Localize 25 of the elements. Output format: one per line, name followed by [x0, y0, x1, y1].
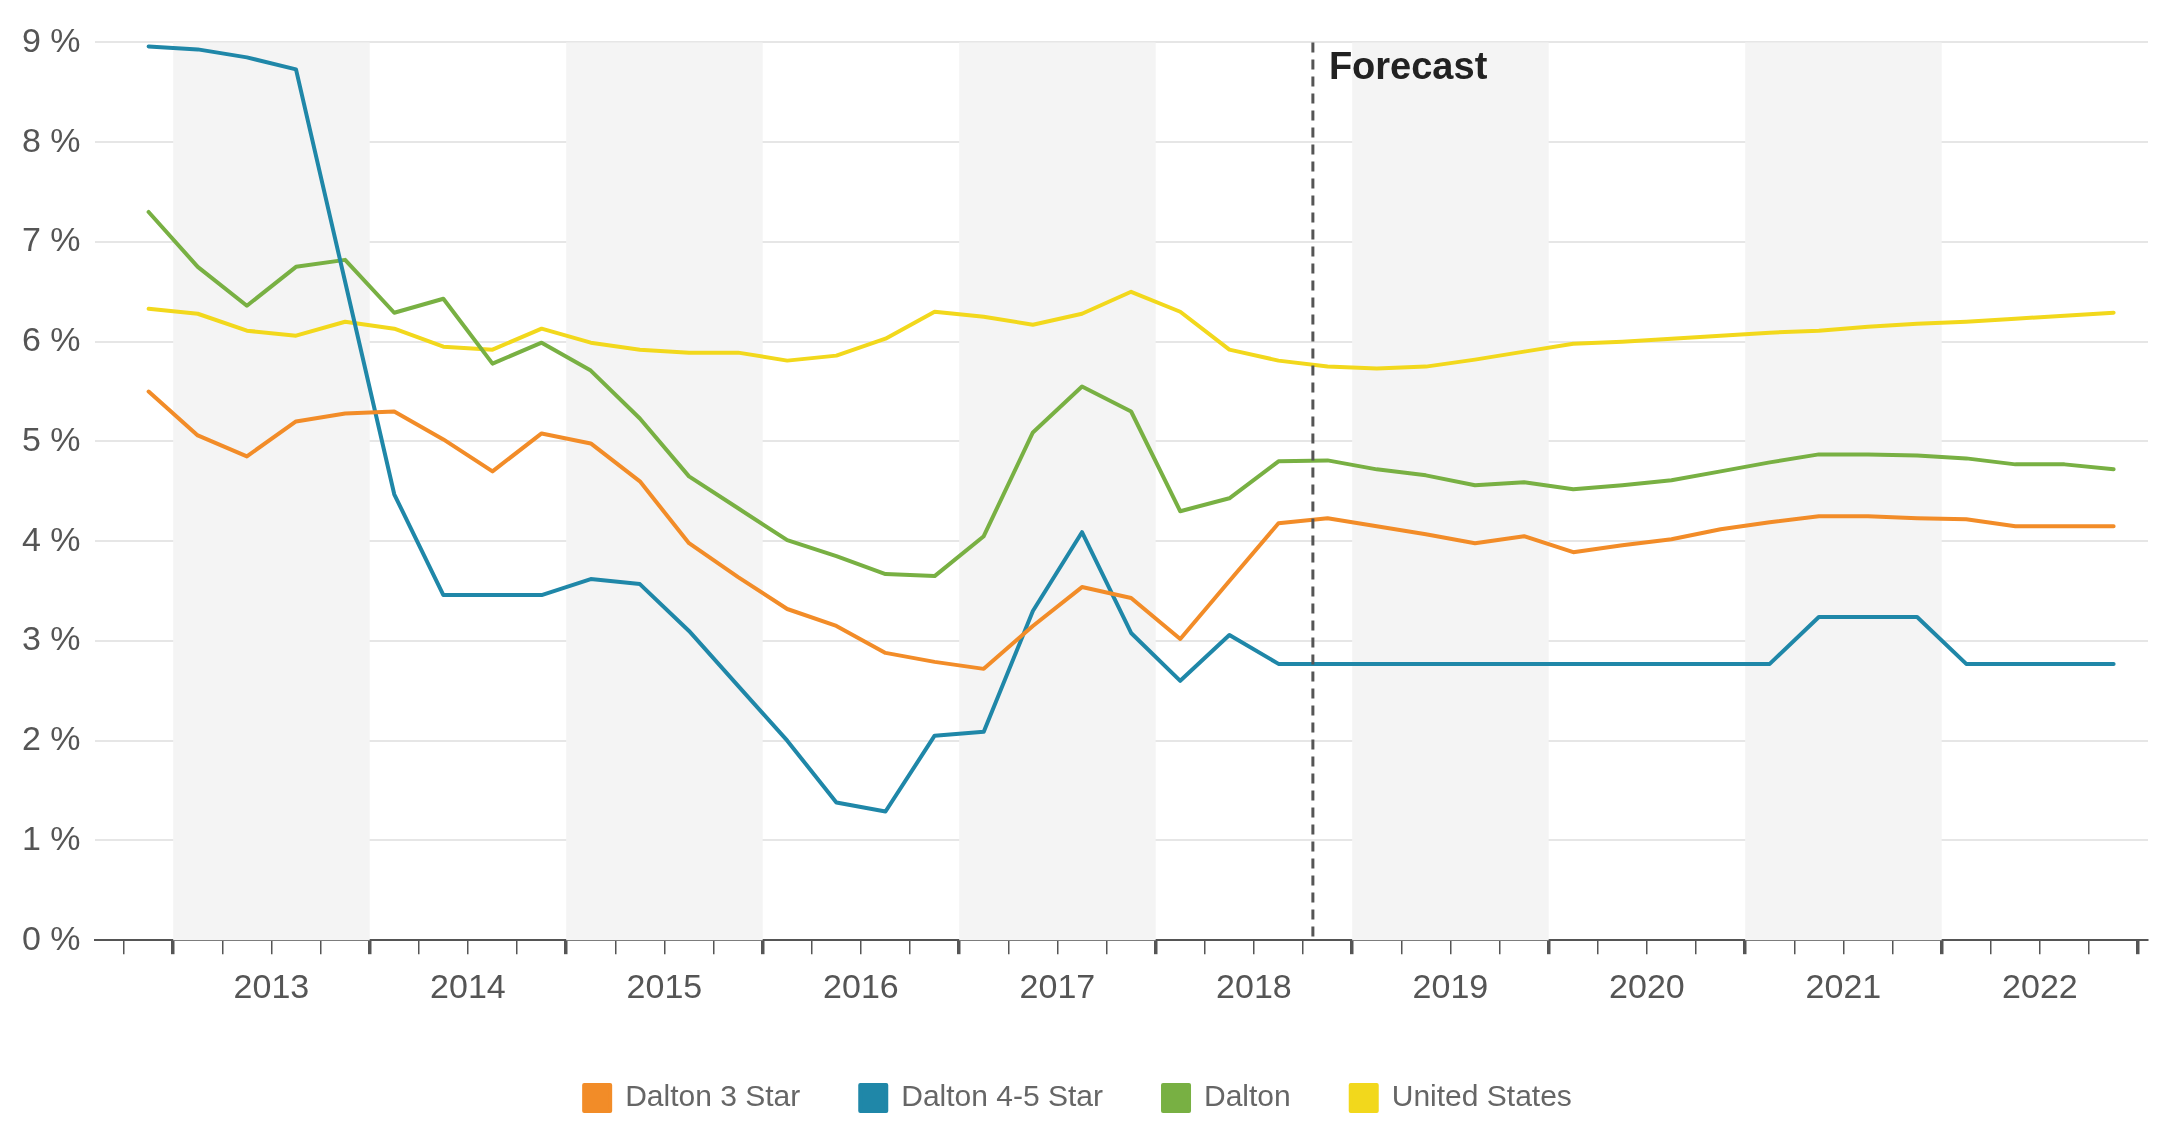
x-tick-label: 2016 [823, 966, 899, 1005]
y-tick-label: 0 % [21, 918, 81, 957]
y-tick-label: 2 % [21, 719, 81, 758]
legend-label: Dalton 4-5 Star [901, 1079, 1104, 1113]
y-tick-label: 9 % [21, 20, 81, 59]
y-tick-label: 6 % [21, 320, 81, 359]
y-tick-label: 8 % [21, 120, 81, 159]
y-tick-label: 1 % [21, 818, 81, 857]
y-tick-label: 4 % [21, 519, 81, 558]
x-tick-label: 2022 [2002, 966, 2078, 1005]
x-tick-label: 2021 [1805, 966, 1882, 1005]
legend-label: Dalton 3 Star [625, 1079, 801, 1113]
x-tick-label: 2013 [233, 966, 310, 1005]
legend-label: United States [1391, 1079, 1572, 1113]
x-tick-label: 2015 [626, 966, 703, 1005]
y-tick-label: 3 % [21, 619, 81, 658]
x-tick-label: 2018 [1216, 966, 1292, 1005]
y-tick-label: 7 % [21, 220, 81, 259]
ref-line-label: Forecast [1328, 44, 1488, 87]
x-tick-label: 2017 [1019, 966, 1096, 1005]
y-tick-label: 5 % [21, 419, 81, 458]
x-tick-label: 2020 [1609, 966, 1685, 1005]
x-tick-label: 2014 [430, 966, 506, 1005]
x-tick-label: 2019 [1412, 966, 1489, 1005]
legend-label: Dalton [1204, 1079, 1291, 1113]
